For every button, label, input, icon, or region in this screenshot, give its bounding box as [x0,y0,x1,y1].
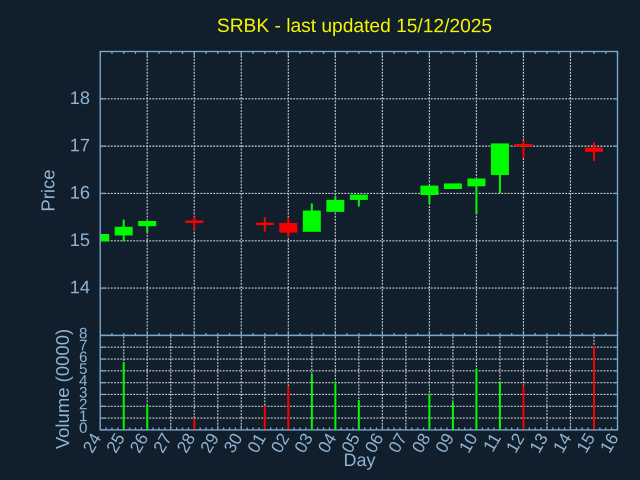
svg-text:0: 0 [79,420,87,437]
svg-text:14: 14 [70,277,90,297]
svg-text:5: 5 [79,361,87,378]
svg-text:8: 8 [79,325,87,342]
svg-text:4: 4 [79,373,87,390]
svg-text:17: 17 [70,135,90,155]
svg-text:1: 1 [79,408,87,425]
svg-text:Volume (0000): Volume (0000) [52,329,73,449]
svg-text:7: 7 [79,337,87,354]
svg-text:3: 3 [79,384,87,401]
svg-text:SRBK - last updated 15/12/2025: SRBK - last updated 15/12/2025 [217,16,492,37]
svg-text:2: 2 [79,396,87,413]
svg-text:Price: Price [38,169,59,211]
svg-text:16: 16 [70,183,90,203]
svg-text:15: 15 [70,230,90,250]
svg-text:Day: Day [343,450,375,470]
svg-text:6: 6 [79,349,87,366]
svg-text:18: 18 [70,88,90,108]
